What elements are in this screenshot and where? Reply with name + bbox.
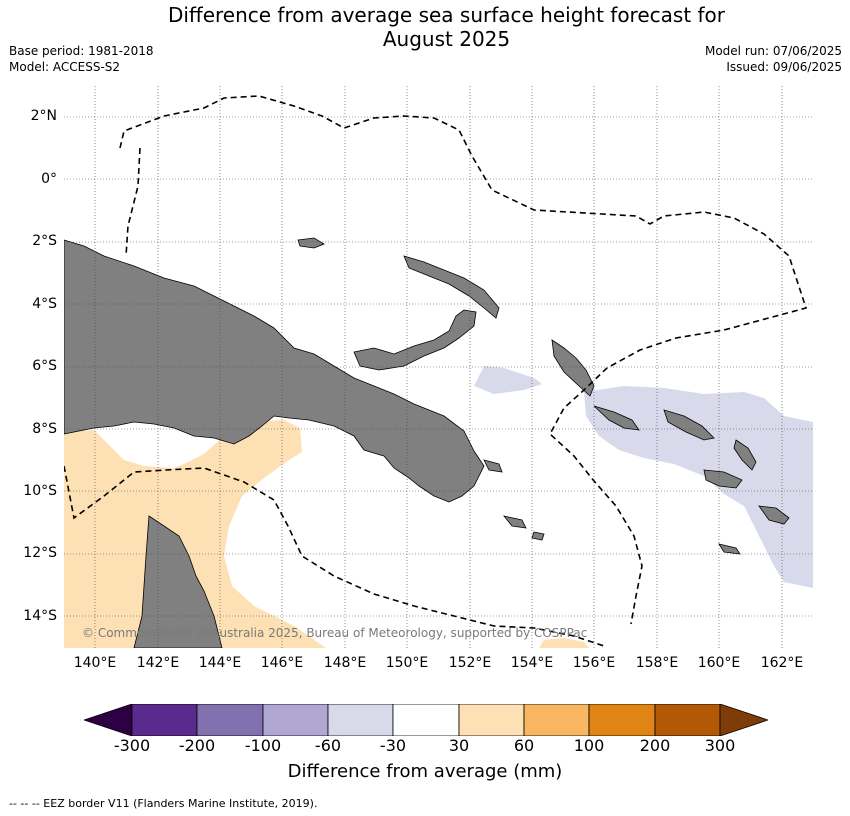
title-line-1: Difference from average sea surface heig… — [167, 3, 726, 27]
colorbar-tick-label: -200 — [178, 736, 216, 755]
land-masses — [64, 237, 790, 648]
lat-label-2s: 2°S — [32, 233, 57, 249]
colorbar-extend-high — [719, 704, 768, 736]
copyright-text: © Commonwealth of Australia 2025, Bureau… — [82, 626, 588, 640]
anomaly-region-30-60-mm-south — [539, 638, 589, 648]
eez-border — [64, 95, 808, 647]
lon-label-148e: 148°E — [323, 655, 367, 671]
san-cristobal-island — [758, 505, 790, 525]
colorbar-tick-label: -30 — [379, 736, 407, 755]
colorbar-bin-5 — [392, 704, 460, 736]
lat-label-6s: 6°S — [32, 358, 57, 374]
eez-western-boundary — [125, 147, 141, 257]
lat-label-12s: 12°S — [23, 545, 57, 561]
santa-isabel-island — [663, 409, 715, 441]
anomaly-region-minus60-minus30-mm-north — [474, 366, 542, 394]
colorbar-bin-8 — [588, 704, 656, 736]
colorbar-tick-label: -100 — [244, 736, 282, 755]
model-text: Model: ACCESS-S2 — [9, 60, 121, 74]
lat-label-2n: 2°N — [30, 108, 57, 124]
lat-label-0: 0° — [41, 171, 57, 187]
meta-right: Model run: 07/06/2025 Issued: 09/06/2025 — [705, 43, 842, 75]
colorbar-bin-4 — [327, 704, 394, 736]
lon-label-144e: 144°E — [198, 655, 242, 671]
louisiade-island — [502, 515, 527, 529]
guadalcanal-island — [703, 469, 743, 489]
lon-label-154e: 154°E — [510, 655, 554, 671]
trobriand-island — [483, 459, 503, 473]
new-ireland-island — [403, 255, 500, 319]
eez-australia-boundary — [64, 465, 605, 647]
colorbar-tick-label: 30 — [448, 736, 470, 755]
colorbar-bin-7 — [523, 704, 590, 736]
colorbar-bin-2 — [196, 704, 264, 736]
eez-legend-text: -- -- -- EEZ border V11 (Flanders Marine… — [9, 797, 318, 810]
colorbar-tick-label: 60 — [513, 736, 535, 755]
colorbar-extend-low — [84, 704, 133, 736]
issued-text: Issued: 09/06/2025 — [726, 60, 842, 74]
meta-left: Base period: 1981-2018 Model: ACCESS-S2 — [9, 43, 154, 75]
colorbar-title: Difference from average (mm) — [287, 761, 563, 782]
colorbar-bin-9 — [654, 704, 721, 736]
colorbar-bin-1 — [131, 704, 198, 736]
colorbar-bin-6 — [458, 704, 525, 736]
anomaly-region-minus60-minus30-mm — [584, 386, 813, 588]
chart-title: Difference from average sea surface heig… — [0, 3, 850, 51]
lat-label-14s: 14°S — [23, 608, 57, 624]
lon-label-156e: 156°E — [572, 655, 616, 671]
lat-label-8s: 8°S — [32, 421, 57, 437]
choiseul-island — [593, 405, 640, 431]
sea-surface-height-map — [64, 86, 813, 648]
base-period-text: Base period: 1981-2018 — [9, 44, 154, 58]
new-britain-island — [353, 309, 477, 371]
manus-island — [297, 237, 325, 249]
colorbar — [84, 704, 768, 736]
lat-label-4s: 4°S — [32, 296, 57, 312]
tagula-island — [531, 531, 545, 541]
malaita-island — [733, 439, 757, 471]
lon-label-146e: 146°E — [260, 655, 304, 671]
colorbar-tick-label: -300 — [113, 736, 151, 755]
lon-label-158e: 158°E — [635, 655, 679, 671]
bougainville-island — [551, 339, 595, 397]
lat-label-10s: 10°S — [23, 483, 57, 499]
anomaly-region-30-60-mm — [64, 420, 326, 648]
new-guinea-island — [64, 239, 485, 503]
lon-label-150e: 150°E — [385, 655, 429, 671]
eez-png-boundary — [119, 95, 808, 625]
colorbar-tick-label: -60 — [314, 736, 342, 755]
model-run-text: Model run: 07/06/2025 — [704, 44, 842, 58]
lon-label-162e: 162°E — [760, 655, 804, 671]
colorbar-tick-label: 200 — [639, 736, 671, 755]
lon-label-140e: 140°E — [73, 655, 117, 671]
lon-label-152e: 152°E — [448, 655, 492, 671]
title-line-2: August 2025 — [382, 27, 511, 51]
lon-label-160e: 160°E — [697, 655, 741, 671]
colorbar-tick-label: 300 — [704, 736, 736, 755]
lon-label-142e: 142°E — [136, 655, 180, 671]
colorbar-bin-3 — [262, 704, 329, 736]
colorbar-tick-label: 100 — [573, 736, 605, 755]
graticule — [64, 86, 813, 648]
